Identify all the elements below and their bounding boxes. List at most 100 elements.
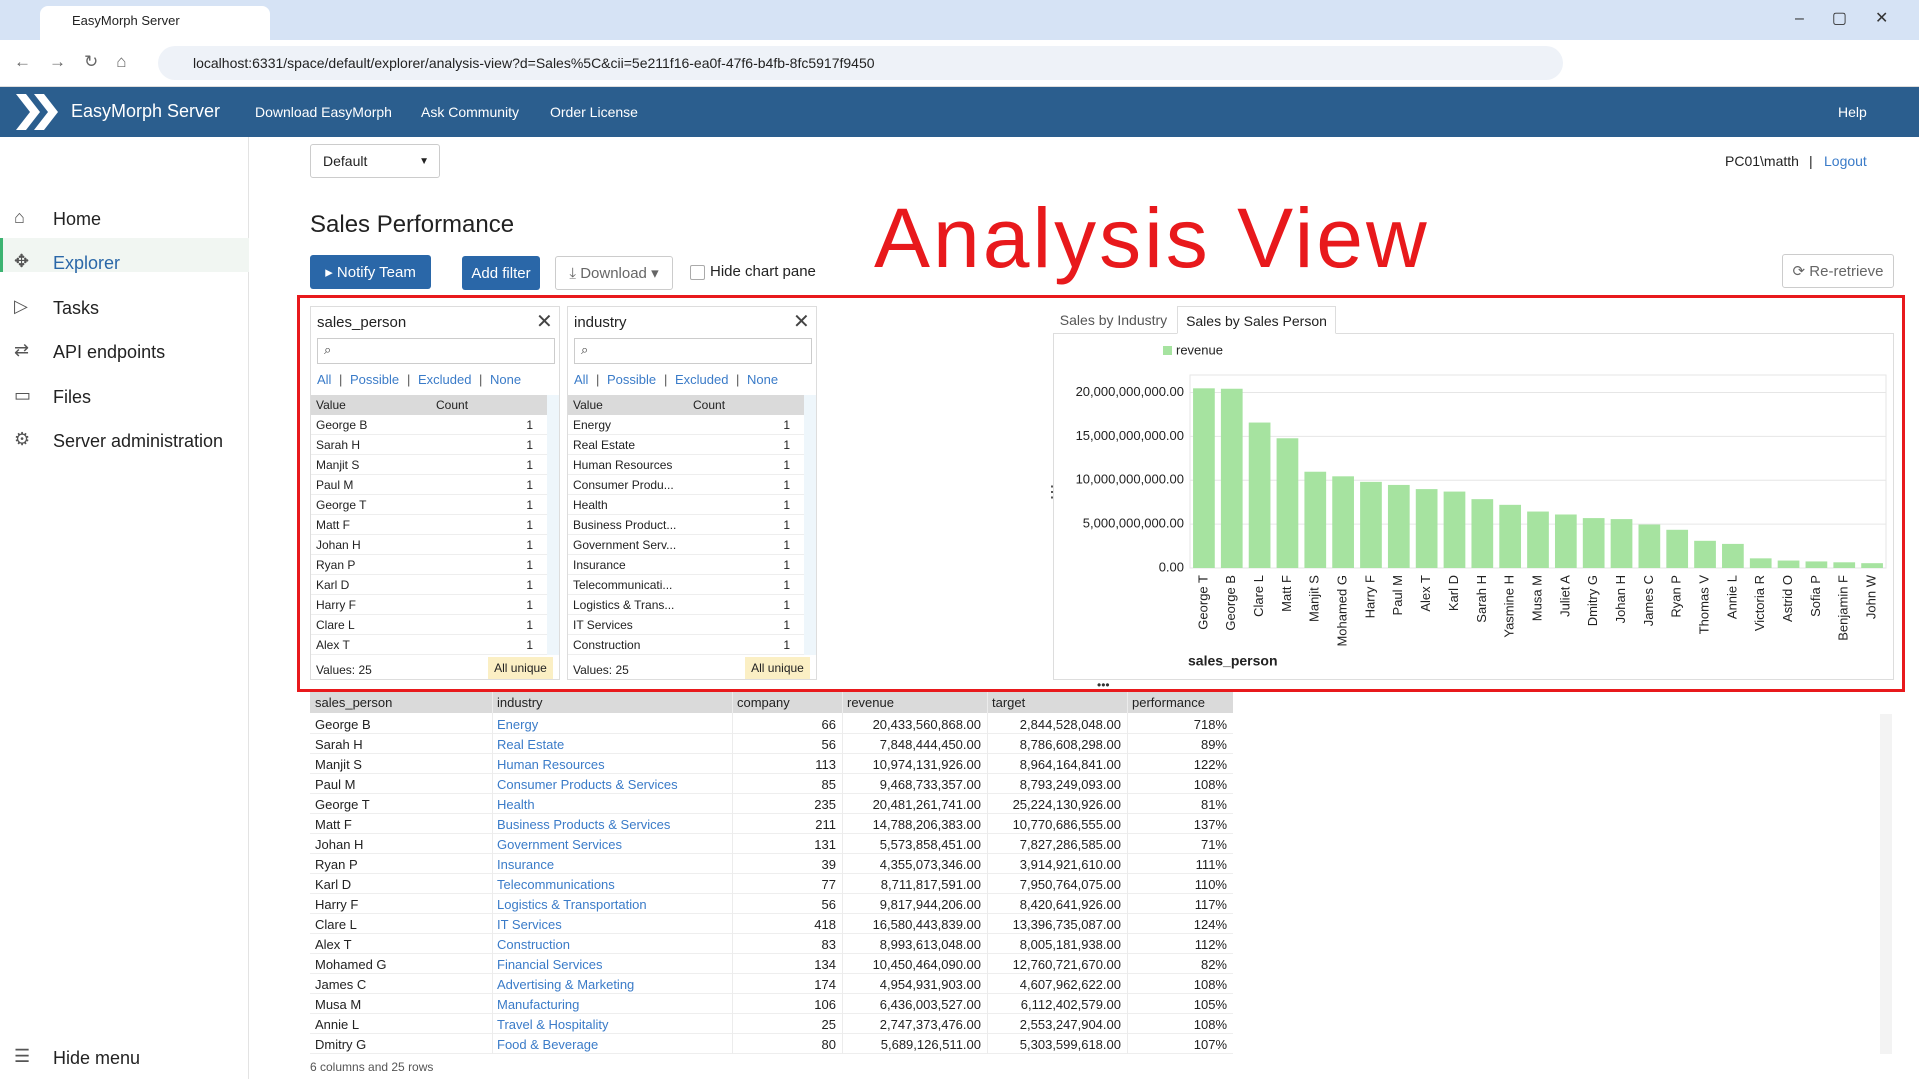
browser-tab[interactable] <box>40 6 270 40</box>
sidebar-item[interactable]: Files <box>53 386 92 407</box>
list-value[interactable]: Harry F <box>316 598 356 612</box>
search-box[interactable] <box>317 338 555 364</box>
industry-link[interactable]: Food & Beverage <box>497 1037 599 1052</box>
industry-link[interactable]: Consumer Products & Services <box>497 777 678 792</box>
industry-link[interactable]: Human Resources <box>497 757 605 772</box>
x-tick-label: Matt F <box>1279 575 1294 612</box>
table-cell: 71% <box>1200 837 1227 852</box>
bar <box>1499 504 1522 568</box>
filter-link[interactable]: All <box>317 372 332 387</box>
list-value[interactable]: Karl D <box>316 578 350 592</box>
table-cell: 110% <box>1194 877 1227 892</box>
list-value[interactable]: Telecommunicati... <box>573 578 673 592</box>
table-cell: 134 <box>814 957 836 972</box>
nav-link[interactable]: Download EasyMorph <box>255 104 392 120</box>
list-value[interactable]: George T <box>316 498 367 512</box>
unique-badge: All unique <box>488 657 553 679</box>
list-value[interactable]: Health <box>573 498 608 512</box>
industry-link[interactable]: Real Estate <box>497 737 565 752</box>
industry-link[interactable]: Business Products & Services <box>497 817 671 832</box>
list-value[interactable]: Matt F <box>316 518 351 532</box>
search-box[interactable] <box>574 338 812 364</box>
list-header <box>311 395 547 415</box>
list-value[interactable]: Energy <box>573 418 612 432</box>
sidebar-item[interactable]: API endpoints <box>53 342 166 363</box>
pane-handle[interactable]: ••• <box>1097 678 1110 692</box>
list-value[interactable]: Sarah H <box>316 438 361 452</box>
list-count: 1 <box>526 478 533 492</box>
chart-tab[interactable]: Sales by Industry <box>1059 312 1168 328</box>
table-cell: 80 <box>821 1037 836 1052</box>
industry-link[interactable]: Health <box>497 797 535 812</box>
close-icon[interactable]: ✕ <box>536 311 553 333</box>
list-value[interactable]: Alex T <box>316 638 350 652</box>
table-row <box>310 774 1233 794</box>
x-tick-label: Sofia P <box>1808 575 1823 617</box>
hide-menu[interactable]: Hide menu <box>53 1048 141 1068</box>
sidebar-item[interactable]: Tasks <box>53 297 100 318</box>
filter-link[interactable]: Excluded <box>418 372 472 387</box>
filter-link[interactable]: Possible <box>607 372 657 387</box>
table-cell: 137% <box>1193 817 1227 832</box>
nav-link[interactable]: Ask Community <box>421 104 520 120</box>
industry-link[interactable]: IT Services <box>497 917 562 932</box>
table-cell: 108% <box>1193 977 1227 992</box>
list-value[interactable]: Government Serv... <box>573 538 677 552</box>
nav-link[interactable]: Order License <box>550 104 638 120</box>
sidebar-item[interactable]: Explorer <box>53 253 121 274</box>
space-select[interactable]: Default ▼ <box>310 144 440 178</box>
industry-link[interactable]: Manufacturing <box>497 997 580 1012</box>
list-value[interactable]: Ryan P <box>316 558 356 572</box>
industry-link[interactable]: Insurance <box>497 857 555 872</box>
list-value[interactable]: Manjit S <box>316 458 360 472</box>
column-header: company <box>737 695 790 710</box>
filter-link[interactable]: Possible <box>350 372 400 387</box>
table-cell: 14,788,206,383.00 <box>872 817 981 832</box>
industry-link[interactable]: Energy <box>497 717 539 732</box>
close-icon[interactable]: ✕ <box>793 311 810 333</box>
table-cell: 6,436,003,527.00 <box>879 997 981 1012</box>
x-tick-label: Musa M <box>1529 575 1544 621</box>
filter-link[interactable]: All <box>574 372 589 387</box>
list-value[interactable]: Business Product... <box>573 518 677 532</box>
splitter-handle[interactable]: ⋮ <box>1044 484 1060 501</box>
sidebar-item[interactable]: Server administration <box>53 431 224 451</box>
list-value[interactable]: Logistics & Trans... <box>573 598 675 612</box>
notify-button[interactable]: ▸ Notify Team <box>310 255 431 289</box>
list-value[interactable]: Insurance <box>573 558 626 572</box>
filter-link[interactable]: None <box>490 372 522 387</box>
list-value[interactable]: Real Estate <box>573 438 636 452</box>
list-value[interactable]: Construction <box>573 638 641 652</box>
industry-link[interactable]: Financial Services <box>497 957 603 972</box>
list-value[interactable]: Human Resources <box>573 458 673 472</box>
chart-tab-active[interactable]: Sales by Sales Person <box>1177 306 1336 334</box>
list-value[interactable]: Consumer Produ... <box>573 478 674 492</box>
filter-link[interactable]: None <box>747 372 779 387</box>
reretrieve-button[interactable]: ⟳ Re-retrieve <box>1782 254 1894 288</box>
add-filter-button[interactable]: Add filter <box>462 256 540 290</box>
table-cell: 85 <box>821 777 836 792</box>
list-value[interactable]: George B <box>316 418 368 432</box>
industry-link[interactable]: Telecommunications <box>497 877 615 892</box>
list-value[interactable]: IT Services <box>573 618 633 632</box>
industry-link[interactable]: Logistics & Transportation <box>497 897 647 912</box>
sidebar-item[interactable]: Home <box>53 209 102 229</box>
brand[interactable]: EasyMorph Server <box>71 101 221 121</box>
column-header: sales_person <box>315 695 393 710</box>
filter-link[interactable]: Excluded <box>675 372 729 387</box>
help-link[interactable]: Help <box>1838 104 1867 120</box>
logout[interactable]: Logout <box>1824 153 1867 169</box>
industry-link[interactable]: Government Services <box>497 837 622 852</box>
list-value[interactable]: Clare L <box>316 618 355 632</box>
industry-link[interactable]: Advertising & Marketing <box>497 977 635 992</box>
download-button[interactable]: ⤓ Download ▾ <box>555 256 673 290</box>
table-cell: Musa M <box>315 997 362 1012</box>
hide-chart-checkbox[interactable] <box>690 265 705 280</box>
address-bar[interactable] <box>158 46 1563 80</box>
industry-link[interactable]: Travel & Hospitality <box>497 1017 609 1032</box>
table-cell: 122% <box>1193 757 1227 772</box>
list-value[interactable]: Johan H <box>316 538 361 552</box>
list-value[interactable]: Paul M <box>316 478 354 492</box>
x-tick-label: Astrid O <box>1780 575 1795 622</box>
industry-link[interactable]: Construction <box>497 937 570 952</box>
